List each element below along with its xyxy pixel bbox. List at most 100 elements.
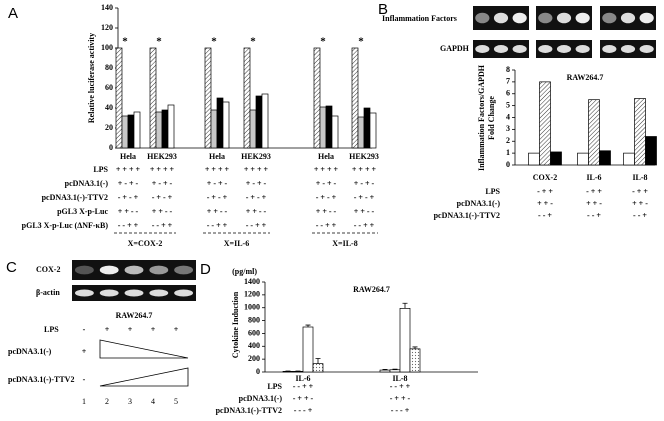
bar — [127, 114, 135, 149]
error-bar — [402, 302, 408, 309]
condition-signs: - - + + — [390, 382, 411, 391]
x-tick-label: IL-8 — [632, 173, 647, 182]
panel-letter: B — [378, 1, 388, 18]
y-tick-label: 7 — [506, 77, 510, 86]
gel-band — [620, 45, 636, 53]
y-tick-label: 8 — [506, 65, 510, 74]
gel-band — [639, 12, 654, 24]
bar — [243, 47, 251, 149]
gel-band — [512, 12, 527, 24]
gel-band — [575, 12, 590, 24]
y-tick-label: 80 — [105, 63, 113, 72]
condition-label: LPS — [44, 325, 59, 334]
gel-band — [575, 45, 590, 53]
condition-signs: - - + + — [316, 221, 337, 230]
bar — [331, 115, 339, 149]
bar — [313, 47, 321, 149]
lane-number: 2 — [105, 397, 109, 406]
gel-label: COX-2 — [36, 265, 60, 274]
y-tick-label: 200 — [248, 354, 260, 363]
bar — [216, 97, 224, 149]
bar — [302, 326, 314, 373]
chart-title: RAW264.7 — [567, 73, 604, 82]
condition-label: pGL3 X-p-Luc (ΔNF-κB) — [22, 221, 109, 230]
gel-band — [493, 45, 509, 53]
y-tick-label: 600 — [248, 328, 260, 337]
group-label: X=COX-2 — [128, 239, 163, 248]
condition-signs: - - + — [538, 211, 552, 220]
gel-band — [475, 45, 490, 53]
condition-signs: - + + — [632, 187, 648, 196]
bar — [409, 348, 421, 373]
gel-band — [538, 12, 553, 24]
dose-triangle — [99, 339, 189, 359]
condition-signs: - + - + — [207, 193, 228, 202]
bar — [282, 371, 294, 373]
bar — [363, 107, 371, 149]
condition-signs: + - + - — [246, 179, 267, 188]
condition-label: pcDNA3.1(-)-TTV2 — [216, 406, 282, 415]
gel-band — [149, 265, 169, 275]
y-tick-label: 5 — [506, 100, 510, 109]
condition-sign: + — [128, 325, 133, 334]
condition-signs: - - + + — [354, 221, 375, 230]
gel-band — [74, 265, 94, 275]
gel-band — [99, 265, 119, 275]
condition-signs: - - + + — [246, 221, 267, 230]
significance-mark: * — [358, 36, 364, 48]
condition-label: pcDNA3.1(-)-TTV2 — [434, 211, 500, 220]
condition-signs: - + - + — [316, 193, 337, 202]
gel-band — [493, 12, 509, 24]
y-tick-label: 3 — [506, 124, 510, 133]
x-tick-label: HEK293 — [241, 152, 271, 161]
bar — [167, 104, 175, 149]
condition-signs: + + - — [586, 199, 602, 208]
x-tick-label: Hela — [209, 152, 225, 161]
condition-signs: - + - + — [118, 193, 139, 202]
significance-mark: * — [122, 36, 128, 48]
y-tick-label: 800 — [248, 315, 260, 324]
lane-number: 1 — [82, 397, 86, 406]
group-label: X=IL-8 — [332, 239, 357, 248]
bar — [369, 112, 377, 149]
y-tick-label: 1 — [506, 148, 510, 157]
x-tick-label: IL-6 — [295, 374, 310, 383]
condition-label: LPS — [485, 187, 500, 196]
condition-sign: + — [105, 325, 110, 334]
bar — [379, 369, 391, 373]
y-axis-label: Inflammation Factors/GAPDH — [477, 64, 486, 171]
gel-band — [602, 45, 617, 53]
gel-band — [556, 12, 572, 24]
condition-signs: + + - - — [316, 207, 337, 216]
y-axis-label: Fold Change — [487, 96, 496, 140]
condition-signs: + + - — [632, 199, 648, 208]
condition-signs: - - + — [633, 211, 647, 220]
condition-signs: - - + + — [293, 382, 314, 391]
bar — [121, 115, 129, 149]
condition-signs: - + - + — [152, 193, 173, 202]
bar — [588, 99, 600, 166]
bar — [325, 105, 333, 149]
y-tick-label: 0 — [109, 143, 113, 152]
bar — [149, 47, 157, 149]
condition-signs: - + + - — [293, 394, 314, 403]
x-tick-label: COX-2 — [533, 173, 557, 182]
y-tick-label: 400 — [248, 341, 260, 350]
condition-signs: - + - + — [246, 193, 267, 202]
condition-signs: + + - - — [152, 207, 173, 216]
condition-label: pcDNA3.1(-) — [457, 199, 501, 208]
gel-band — [174, 265, 194, 275]
bar — [261, 93, 269, 149]
cell-line-label: RAW264.7 — [116, 311, 153, 320]
condition-signs: + + + + — [205, 165, 230, 174]
condition-signs: + - + - — [207, 179, 228, 188]
y-axis-label: Relative luciferase activity — [87, 33, 96, 123]
gel-band — [538, 45, 553, 53]
y-tick-label: 1400 — [244, 277, 260, 286]
bar — [645, 136, 657, 166]
y-tick-label: 2 — [506, 136, 510, 145]
bar — [133, 111, 141, 149]
condition-signs: - + + — [537, 187, 553, 196]
condition-signs: + - + - — [118, 179, 139, 188]
y-tick-label: 20 — [105, 123, 113, 132]
